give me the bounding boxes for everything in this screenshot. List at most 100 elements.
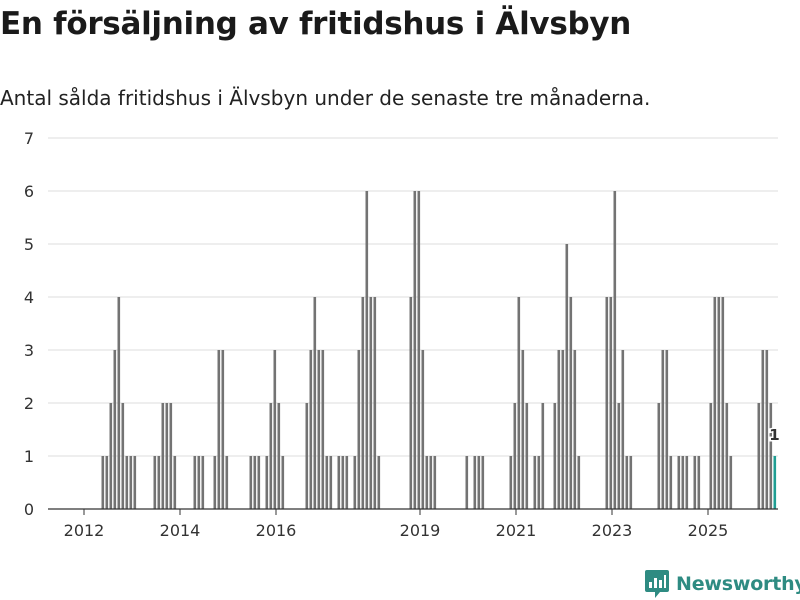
bar-chart: 0 1 2 3 4 5 6 7 1 2012 2014 2016 2019 2021 2023 2025 bbox=[24, 129, 781, 540]
chart-subtitle: Antal sålda fritidshus i Älvsbyn under d… bbox=[0, 86, 651, 110]
bar bbox=[517, 297, 521, 509]
bar bbox=[201, 456, 205, 509]
bar bbox=[329, 456, 333, 509]
bar bbox=[473, 456, 477, 509]
y-tick-label: 7 bbox=[24, 129, 34, 148]
bar bbox=[257, 456, 261, 509]
newsworthy-logo: Newsworthy bbox=[644, 568, 800, 600]
x-tick-label: 2016 bbox=[256, 521, 297, 540]
bar bbox=[305, 403, 309, 509]
bar bbox=[173, 456, 177, 509]
bar bbox=[353, 456, 357, 509]
y-tick-label: 1 bbox=[24, 447, 34, 466]
bar bbox=[365, 191, 369, 509]
bar bbox=[769, 403, 773, 509]
bar bbox=[217, 350, 221, 509]
bar bbox=[281, 456, 285, 509]
bar bbox=[309, 350, 313, 509]
y-tick-label: 3 bbox=[24, 341, 34, 360]
bar bbox=[725, 403, 729, 509]
newsworthy-logo-icon bbox=[645, 570, 669, 598]
bar bbox=[197, 456, 201, 509]
bar bbox=[537, 456, 541, 509]
bar bbox=[513, 403, 517, 509]
bar bbox=[533, 456, 537, 509]
bar bbox=[417, 191, 421, 509]
bar bbox=[509, 456, 513, 509]
bar bbox=[557, 350, 561, 509]
bar bbox=[433, 456, 437, 509]
bar bbox=[677, 456, 681, 509]
bar bbox=[669, 456, 673, 509]
x-tick-label: 2012 bbox=[64, 521, 105, 540]
y-tick-label: 6 bbox=[24, 182, 34, 201]
bar bbox=[169, 403, 173, 509]
bar bbox=[337, 456, 341, 509]
x-tick-label: 2023 bbox=[592, 521, 633, 540]
bar bbox=[221, 350, 225, 509]
bar bbox=[157, 456, 161, 509]
bar bbox=[709, 403, 713, 509]
bar bbox=[685, 456, 689, 509]
bar bbox=[377, 456, 381, 509]
bar bbox=[109, 403, 113, 509]
bar bbox=[125, 456, 129, 509]
bar bbox=[477, 456, 481, 509]
bar bbox=[277, 403, 281, 509]
bar bbox=[213, 456, 217, 509]
bar bbox=[665, 350, 669, 509]
bar bbox=[625, 456, 629, 509]
bar bbox=[313, 297, 317, 509]
bar bbox=[693, 456, 697, 509]
bar bbox=[269, 403, 273, 509]
bar bbox=[153, 456, 157, 509]
x-tick-label: 2019 bbox=[400, 521, 441, 540]
bar bbox=[409, 297, 413, 509]
x-tick-label: 2025 bbox=[688, 521, 729, 540]
bar bbox=[421, 350, 425, 509]
bar bbox=[717, 297, 721, 509]
bar bbox=[321, 350, 325, 509]
bar bbox=[345, 456, 349, 509]
y-tick-label: 2 bbox=[24, 394, 34, 413]
bar bbox=[525, 403, 529, 509]
bar bbox=[721, 297, 725, 509]
y-tick-label: 0 bbox=[24, 500, 34, 519]
y-tick-label: 5 bbox=[24, 235, 34, 254]
bar bbox=[225, 456, 229, 509]
bar bbox=[253, 456, 257, 509]
bar bbox=[133, 456, 137, 509]
bar bbox=[117, 297, 121, 509]
bar bbox=[613, 191, 617, 509]
highlight-value-label: 1 bbox=[769, 426, 779, 444]
chart-title: En försäljning av fritidshus i Älvsbyn bbox=[0, 6, 632, 42]
bar bbox=[729, 456, 733, 509]
bar bbox=[757, 403, 761, 509]
bar bbox=[273, 350, 277, 509]
bar bbox=[765, 350, 769, 509]
bar bbox=[629, 456, 633, 509]
x-tick-label: 2014 bbox=[160, 521, 201, 540]
bar bbox=[565, 244, 569, 509]
bar bbox=[373, 297, 377, 509]
bar bbox=[569, 297, 573, 509]
bar bbox=[193, 456, 197, 509]
bar bbox=[317, 350, 321, 509]
bar bbox=[573, 350, 577, 509]
bar bbox=[605, 297, 609, 509]
x-tick-label: 2021 bbox=[496, 521, 537, 540]
bar bbox=[369, 297, 373, 509]
y-tick-label: 4 bbox=[24, 288, 34, 307]
bar bbox=[465, 456, 469, 509]
bar bbox=[661, 350, 665, 509]
bar bbox=[165, 403, 169, 509]
bar bbox=[341, 456, 345, 509]
bar bbox=[521, 350, 525, 509]
highlighted-bar bbox=[773, 456, 777, 509]
bar bbox=[413, 191, 417, 509]
brand-name: Newsworthy bbox=[676, 573, 800, 595]
bar bbox=[105, 456, 109, 509]
bar bbox=[697, 456, 701, 509]
bar bbox=[541, 403, 545, 509]
bar bbox=[577, 456, 581, 509]
